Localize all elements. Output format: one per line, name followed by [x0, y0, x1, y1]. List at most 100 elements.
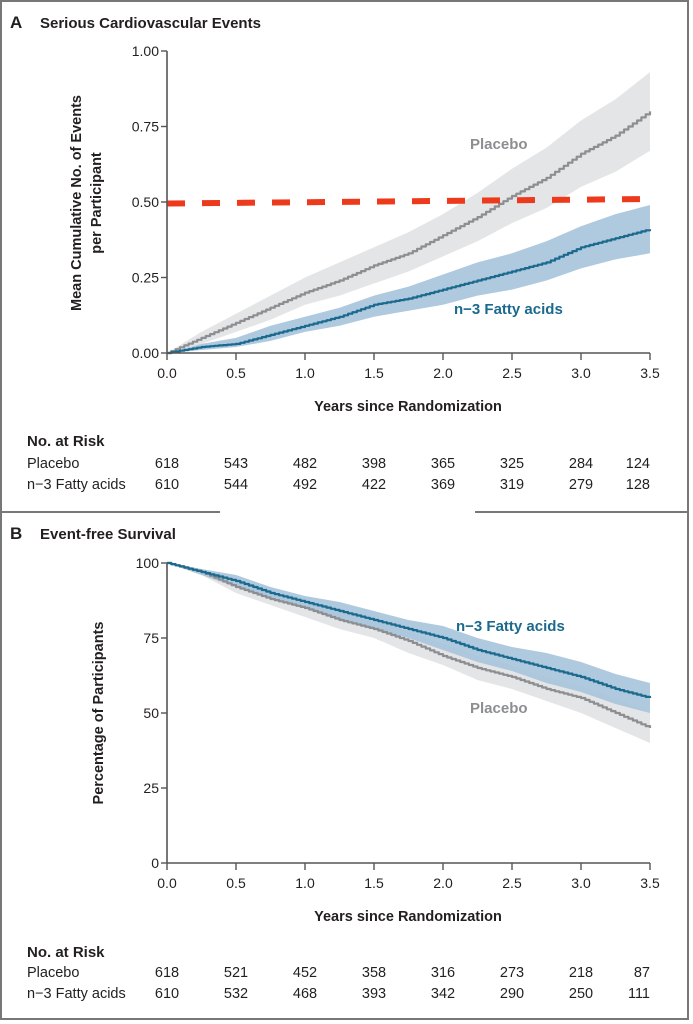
at-risk-value: 87	[634, 965, 650, 981]
panel-a-series-lines	[167, 111, 652, 355]
at-risk-value: 365	[431, 456, 455, 472]
at-risk-value: 610	[155, 986, 179, 1002]
treatment-line	[167, 229, 652, 355]
panel-a-axes: 0.00 0.25 0.50 0.75 1.00 0.0 0.5 1.0 1.5 2.0 2.5 3.…	[132, 43, 660, 381]
panel-b-ci-bands	[167, 563, 650, 743]
y-tick-label: 100	[136, 555, 160, 571]
placebo-line	[167, 561, 652, 728]
at-risk-value: 521	[224, 965, 248, 981]
treatment-ci-band	[167, 205, 650, 353]
x-tick-label: 3.0	[571, 875, 591, 891]
at-risk-value: 218	[569, 965, 593, 981]
at-risk-value: 422	[362, 477, 386, 493]
treatment-ci-band	[167, 563, 650, 713]
x-tick-label: 0.0	[157, 365, 177, 381]
y-tick-label: 75	[143, 630, 159, 646]
at-risk-value: 342	[431, 986, 455, 1002]
y-tick-label: 0.25	[132, 270, 159, 286]
x-tick-label: 1.5	[364, 365, 384, 381]
at-risk-value: 124	[626, 456, 650, 472]
placebo-ci-band	[167, 72, 650, 353]
x-tick-label: 1.5	[364, 875, 384, 891]
placebo-line	[167, 111, 652, 355]
at-risk-value: 358	[362, 965, 386, 981]
at-risk-value: 618	[155, 965, 179, 981]
at-risk-value: 468	[293, 986, 317, 1002]
y-tick-label: 0.50	[132, 194, 159, 210]
at-risk-value: 279	[569, 477, 593, 493]
panel-a-at-risk-heading: No. at Risk	[27, 433, 105, 450]
at-risk-value: 452	[293, 965, 317, 981]
panel-b-at-risk-row-label: n−3 Fatty acids	[27, 986, 126, 1002]
at-risk-value: 618	[155, 456, 179, 472]
at-risk-value: 544	[224, 477, 248, 493]
x-tick-label: 2.0	[433, 875, 453, 891]
placebo-ci-band	[167, 563, 650, 743]
y-tick-label: 1.00	[132, 43, 159, 59]
panel-a-at-risk-row-label: Placebo	[27, 456, 79, 472]
panel-b-series-lines	[167, 561, 652, 728]
at-risk-value: 543	[224, 456, 248, 472]
panel-a-at-risk-row-label: n−3 Fatty acids	[27, 477, 126, 493]
x-tick-label: 2.5	[502, 365, 522, 381]
panel-b-treatment-label: n−3 Fatty acids	[456, 618, 565, 635]
panel-a-ci-bands	[167, 72, 650, 353]
panel-b-placebo-label: Placebo	[470, 700, 528, 717]
panel-b-letter: B	[10, 524, 22, 543]
x-tick-label: 3.0	[571, 365, 591, 381]
panel-b-title: Event-free Survival	[40, 526, 176, 543]
at-risk-value: 111	[628, 986, 650, 1002]
panel-b-at-risk-table: No. at Risk Placebo n−3 Fatty acids 618 5…	[27, 944, 650, 1002]
panel-a-x-axis-title: Years since Randomization	[314, 399, 502, 415]
at-risk-value: 316	[431, 965, 455, 981]
y-tick-label: 25	[143, 780, 159, 796]
at-risk-value: 325	[500, 456, 524, 472]
x-tick-label: 0.5	[226, 875, 246, 891]
panel-a-treatment-label: n−3 Fatty acids	[454, 301, 563, 318]
panel-a-y-axis-title: Mean Cumulative No. of Events per Partic…	[69, 95, 105, 311]
panel-a-placebo-label: Placebo	[470, 136, 528, 153]
at-risk-value: 250	[569, 986, 593, 1002]
x-tick-label: 2.5	[502, 875, 522, 891]
panel-a-at-risk-table: No. at Risk Placebo n−3 Fatty acids 618 5…	[27, 433, 650, 493]
panel-a-reference	[166, 195, 651, 207]
reference-dashed-line	[166, 195, 651, 207]
panel-a: A Serious Cardiovascular Events 0.00 0.25…	[10, 13, 660, 493]
at-risk-value: 128	[626, 477, 650, 493]
at-risk-value: 393	[362, 986, 386, 1002]
panel-b-x-axis-title: Years since Randomization	[314, 909, 502, 925]
x-tick-label: 3.5	[640, 365, 660, 381]
x-tick-label: 3.5	[640, 875, 660, 891]
y-tick-label: 0	[151, 855, 159, 871]
panel-a-ylabel-line1: Mean Cumulative No. of Events	[69, 95, 85, 311]
panel-a-letter: A	[10, 13, 22, 32]
panel-b-at-risk-heading: No. at Risk	[27, 944, 105, 961]
at-risk-value: 284	[569, 456, 593, 472]
panel-b-ylabel: Percentage of Participants	[91, 622, 107, 805]
at-risk-value: 398	[362, 456, 386, 472]
at-risk-value: 610	[155, 477, 179, 493]
x-tick-label: 0.5	[226, 365, 246, 381]
panel-a-title: Serious Cardiovascular Events	[40, 15, 261, 32]
panel-b-y-axis-title: Percentage of Participants	[91, 622, 107, 805]
at-risk-value: 482	[293, 456, 317, 472]
x-tick-label: 2.0	[433, 365, 453, 381]
y-tick-label: 50	[143, 705, 159, 721]
at-risk-value: 319	[500, 477, 524, 493]
at-risk-value: 492	[293, 477, 317, 493]
x-tick-label: 0.0	[157, 875, 177, 891]
y-tick-label: 0.00	[132, 345, 159, 361]
y-tick-label: 0.75	[132, 119, 159, 135]
at-risk-value: 369	[431, 477, 455, 493]
at-risk-value: 273	[500, 965, 524, 981]
panel-b-at-risk-row-label: Placebo	[27, 965, 79, 981]
at-risk-value: 290	[500, 986, 524, 1002]
treatment-line	[167, 561, 652, 698]
panel-b-axes: 0 25 50 75 100 0.0 0.5 1.0 1.5 2.0 2.5 3.0 3.5	[136, 555, 660, 891]
at-risk-value: 532	[224, 986, 248, 1002]
panel-b: B Event-free Survival 0 25 50 75 100 0.0 0.5 1.…	[10, 524, 660, 1002]
x-tick-label: 1.0	[295, 875, 315, 891]
x-tick-label: 1.0	[295, 365, 315, 381]
